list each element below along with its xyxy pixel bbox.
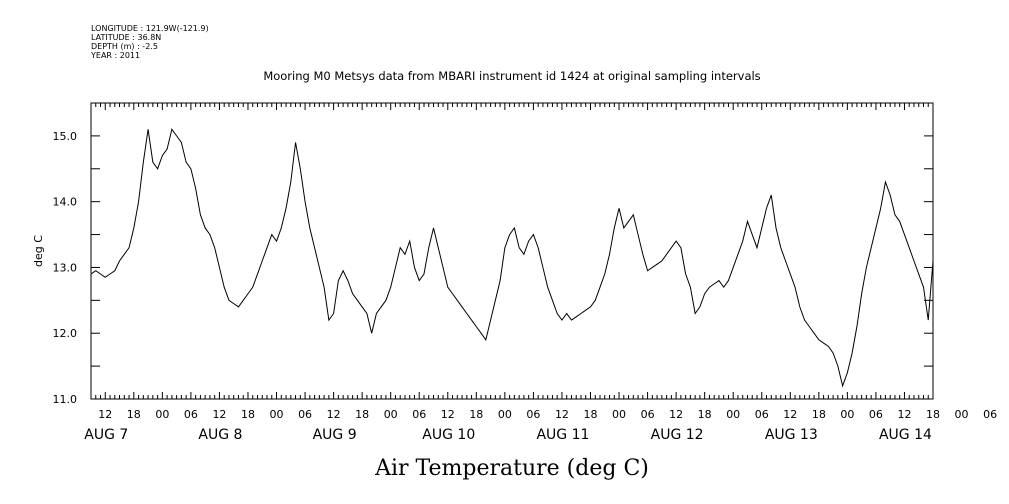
hour-tick-labels: 12 18 00 06 12 18 00 06 12 18 00 06 12 18 00 06 12 18 00 06… <box>98 408 997 421</box>
date-label: AUG 12 <box>651 427 704 443</box>
date-label: AUG 7 <box>84 427 128 443</box>
hour-tick-label: 06 <box>983 408 997 421</box>
temperature-series-line <box>90 128 934 388</box>
hour-tick-label: 18 <box>241 408 255 421</box>
longitude-text: LONGITUDE : 121.9W(-121.9) <box>91 24 209 33</box>
date-label: AUG 11 <box>536 427 589 443</box>
hour-tick-label: 06 <box>412 408 426 421</box>
metadata-block: LONGITUDE : 121.9W(-121.9) LATITUDE : 36… <box>90 24 209 60</box>
y-tick-label: 12.0 <box>53 327 78 340</box>
hour-tick-label: 00 <box>155 408 169 421</box>
latitude-text: LATITUDE : 36.8N <box>91 33 161 42</box>
hour-tick-label: 12 <box>783 408 797 421</box>
year-text: YEAR : 2011 <box>90 51 140 60</box>
y-tick-label: 15.0 <box>53 130 78 143</box>
hour-tick-label: 06 <box>298 408 312 421</box>
hour-tick-label: 18 <box>583 408 597 421</box>
y-tick-label: 14.0 <box>53 196 78 209</box>
y-axis-label: deg C <box>32 235 45 267</box>
hour-tick-label: 06 <box>641 408 655 421</box>
date-label: AUG 13 <box>765 427 818 443</box>
axis-ticks <box>90 102 934 400</box>
hour-tick-label: 00 <box>840 408 854 421</box>
date-label: AUG 14 <box>879 427 932 443</box>
hour-tick-label: 06 <box>184 408 198 421</box>
hour-tick-label: 18 <box>698 408 712 421</box>
hour-tick-label: 12 <box>441 408 455 421</box>
hour-tick-label: 18 <box>926 408 940 421</box>
hour-tick-label: 18 <box>812 408 826 421</box>
hour-tick-label: 12 <box>669 408 683 421</box>
hour-tick-label: 06 <box>526 408 540 421</box>
hour-tick-label: 12 <box>212 408 226 421</box>
hour-tick-label: 00 <box>612 408 626 421</box>
hour-tick-label: 18 <box>469 408 483 421</box>
depth-text: DEPTH (m) : -2.5 <box>91 42 158 51</box>
date-label: AUG 8 <box>198 427 242 443</box>
hour-tick-label: 12 <box>555 408 569 421</box>
hour-tick-label: 00 <box>498 408 512 421</box>
hour-tick-label: 18 <box>355 408 369 421</box>
hour-tick-label: 06 <box>755 408 769 421</box>
chart-title: Mooring M0 Metsys data from MBARI instru… <box>263 69 760 83</box>
plot-frame <box>90 102 934 400</box>
hour-tick-label: 00 <box>384 408 398 421</box>
date-label: AUG 10 <box>422 427 475 443</box>
hour-tick-label: 00 <box>270 408 284 421</box>
hour-tick-label: 12 <box>897 408 911 421</box>
date-label: AUG 9 <box>313 427 357 443</box>
x-axis-title: Air Temperature (deg C) <box>374 456 649 481</box>
y-tick-label: 11.0 <box>53 393 78 406</box>
hour-tick-label: 06 <box>869 408 883 421</box>
hour-tick-label: 12 <box>327 408 341 421</box>
hour-tick-label: 18 <box>127 408 141 421</box>
date-labels: AUG 7 AUG 8 AUG 9 AUG 10 AUG 11 AUG 12 AUG 13 A… <box>84 427 932 443</box>
y-tick-label: 13.0 <box>53 261 78 274</box>
hour-tick-label: 00 <box>955 408 969 421</box>
y-tick-labels: 11.0 12.0 13.0 14.0 15.0 <box>53 130 78 406</box>
hour-tick-label: 12 <box>98 408 112 421</box>
hour-tick-label: 00 <box>726 408 740 421</box>
